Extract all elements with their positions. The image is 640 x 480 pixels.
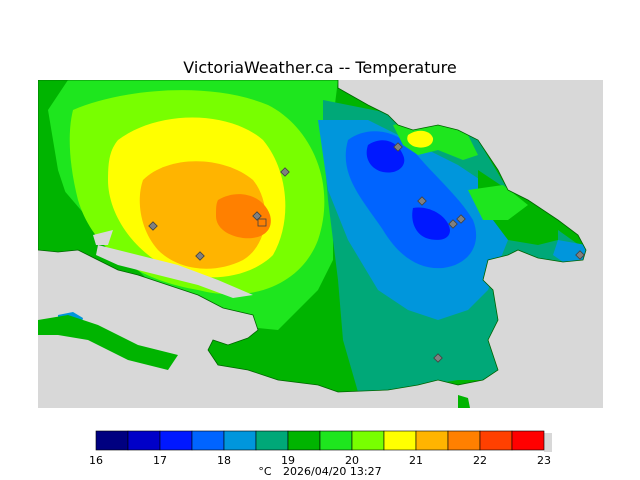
legend-swatch	[383, 430, 417, 451]
legend-swatch	[95, 430, 129, 451]
station-marker[interactable]	[195, 251, 205, 261]
legend-swatch	[159, 430, 193, 451]
legend-swatch	[319, 430, 353, 451]
legend-tick-label: 18	[217, 454, 231, 467]
station-marker[interactable]	[280, 167, 290, 177]
station-marker[interactable]	[252, 211, 262, 221]
temperature-map	[38, 80, 603, 408]
legend-swatch	[191, 430, 225, 451]
station-marker[interactable]	[393, 142, 403, 152]
inlet-channel	[96, 245, 253, 298]
legend-unit: °C	[258, 465, 272, 478]
station-marker-cluster[interactable]	[257, 218, 267, 227]
legend-swatch	[127, 430, 161, 451]
legend-tick-label: 23	[537, 454, 551, 467]
coastline	[38, 80, 587, 393]
legend-tick-label: 21	[409, 454, 423, 467]
legend-tick-label: 16	[89, 454, 103, 467]
legend-swatch	[479, 430, 513, 451]
island-south-west	[38, 315, 178, 370]
chart-title: VictoriaWeather.ca -- Temperature	[183, 58, 457, 77]
legend-tick-label: 19	[281, 454, 295, 467]
legend-swatch	[447, 430, 481, 451]
legend-swatch	[415, 430, 449, 451]
legend-color-bar	[95, 430, 552, 452]
legend-shadow	[544, 433, 552, 452]
legend-swatch	[287, 430, 321, 451]
legend-swatch	[255, 430, 289, 451]
legend-swatch	[223, 430, 257, 451]
station-marker[interactable]	[575, 250, 585, 260]
legend-swatch	[351, 430, 385, 451]
legend-swatch	[511, 430, 545, 451]
station-marker[interactable]	[417, 196, 427, 206]
island-small	[458, 395, 470, 408]
legend-tick-label: 17	[153, 454, 167, 467]
station-marker[interactable]	[433, 353, 443, 363]
color-legend	[0, 428, 640, 480]
legend-timestamp: 2026/04/20 13:27	[283, 465, 382, 478]
station-marker[interactable]	[448, 219, 458, 229]
station-marker[interactable]	[148, 221, 158, 231]
legend-tick-label: 22	[473, 454, 487, 467]
legend-tick-label: 20	[345, 454, 359, 467]
station-marker[interactable]	[456, 214, 466, 224]
station-markers	[148, 142, 585, 363]
inlet	[93, 230, 113, 245]
legend-caption: °C 2026/04/20 13:27	[0, 465, 640, 478]
